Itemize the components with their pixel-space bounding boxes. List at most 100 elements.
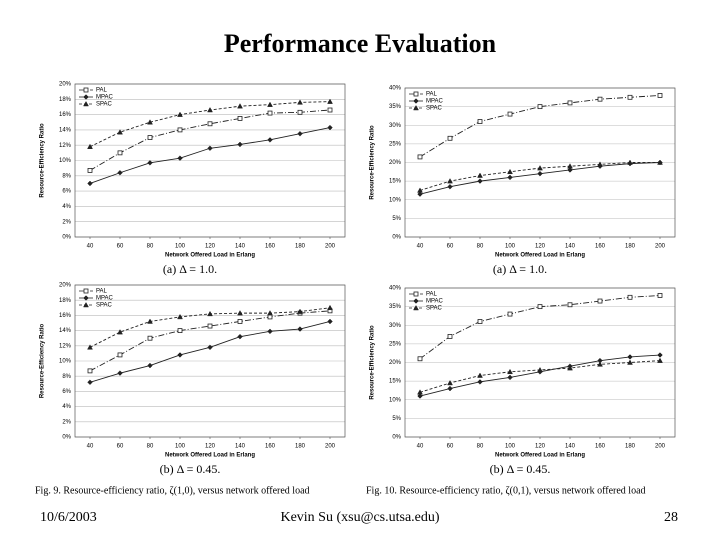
x-tick-label: 180 xyxy=(295,244,306,250)
y-tick-label: 8% xyxy=(62,173,71,179)
marker xyxy=(207,106,213,113)
x-tick-label: 60 xyxy=(447,444,454,450)
marker xyxy=(267,137,273,143)
marker xyxy=(627,294,633,300)
marker xyxy=(413,304,419,311)
y-tick-label: 12% xyxy=(59,143,72,149)
marker xyxy=(237,319,243,324)
marker xyxy=(447,334,453,339)
marker xyxy=(597,298,603,304)
x-tick-label: 100 xyxy=(505,444,516,450)
marker xyxy=(237,333,243,340)
x-tick-label: 80 xyxy=(477,444,484,450)
marker xyxy=(507,374,513,381)
marker xyxy=(117,150,123,156)
marker xyxy=(447,379,453,386)
marker xyxy=(537,366,543,373)
x-tick-label: 60 xyxy=(447,244,454,250)
footer-page: 28 xyxy=(664,510,678,525)
x-axis-label: Network Offered Load in Erlang xyxy=(165,253,255,259)
marker xyxy=(413,298,419,304)
marker xyxy=(177,155,183,161)
y-tick-label: 30% xyxy=(389,123,402,129)
marker xyxy=(477,379,483,385)
marker xyxy=(447,178,453,184)
y-tick-label: 2% xyxy=(62,419,71,425)
marker xyxy=(417,154,423,160)
legend-label: MPAC xyxy=(426,99,444,105)
footer-author: Kevin Su (xsu@cs.utsa.edu) xyxy=(280,510,439,525)
marker xyxy=(147,135,153,140)
legend-label: SPAC xyxy=(96,102,113,108)
marker xyxy=(507,368,513,375)
y-tick-label: 12% xyxy=(59,343,72,349)
marker xyxy=(177,328,183,334)
marker xyxy=(477,319,483,324)
marker xyxy=(537,165,543,171)
x-tick-label: 140 xyxy=(565,444,576,450)
x-tick-label: 180 xyxy=(625,444,636,450)
marker xyxy=(327,318,333,325)
marker xyxy=(237,141,243,148)
x-tick-label: 180 xyxy=(625,244,636,250)
legend-label: SPAC xyxy=(426,106,443,112)
x-tick-label: 40 xyxy=(87,444,94,450)
x-tick-label: 80 xyxy=(147,444,154,450)
marker xyxy=(177,111,183,117)
marker xyxy=(413,104,419,111)
marker xyxy=(207,310,213,317)
y-tick-label: 15% xyxy=(389,179,402,185)
series-line xyxy=(89,109,331,171)
marker xyxy=(627,94,633,100)
marker xyxy=(447,385,453,392)
x-tick-label: 180 xyxy=(295,444,306,450)
y-axis-label: Resource-Efficiency Ratio xyxy=(370,125,376,200)
marker xyxy=(147,119,153,125)
marker xyxy=(87,168,93,173)
marker xyxy=(507,111,513,117)
x-tick-label: 140 xyxy=(235,444,246,450)
x-tick-label: 140 xyxy=(565,244,576,250)
y-axis-label: Resource-Efficiency Ratio xyxy=(40,123,46,198)
marker xyxy=(267,101,273,107)
footer-date: 10/6/2003 xyxy=(40,510,97,525)
marker xyxy=(477,178,483,184)
x-tick-label: 80 xyxy=(147,244,154,250)
y-tick-label: 18% xyxy=(59,298,72,304)
x-tick-label: 200 xyxy=(325,244,336,250)
y-tick-label: 35% xyxy=(389,104,402,110)
marker xyxy=(477,172,483,178)
y-tick-label: 8% xyxy=(62,374,71,380)
x-tick-label: 60 xyxy=(117,244,124,250)
x-axis-label: Network Offered Load in Erlang xyxy=(495,453,585,459)
marker xyxy=(207,121,213,127)
marker xyxy=(507,168,513,175)
marker xyxy=(327,304,333,311)
marker xyxy=(147,318,153,324)
marker xyxy=(147,160,153,166)
legend-label: PAL xyxy=(96,88,108,94)
marker xyxy=(87,180,93,187)
marker xyxy=(537,104,543,110)
y-tick-label: 0% xyxy=(392,235,401,241)
x-axis-label: Network Offered Load in Erlang xyxy=(165,453,255,459)
chart-caption: (b) Δ = 0.45. xyxy=(490,462,551,476)
marker xyxy=(207,145,213,152)
y-tick-label: 35% xyxy=(389,304,402,310)
marker xyxy=(297,130,303,137)
marker xyxy=(327,98,333,104)
y-tick-label: 10% xyxy=(389,197,402,203)
marker xyxy=(417,356,423,362)
chart-caption: (b) Δ = 0.45. xyxy=(160,462,221,476)
marker xyxy=(567,365,573,371)
x-tick-label: 200 xyxy=(655,444,666,450)
marker xyxy=(507,174,513,181)
marker xyxy=(413,91,419,97)
y-tick-label: 10% xyxy=(389,397,402,403)
marker xyxy=(267,314,273,320)
marker xyxy=(117,169,123,176)
y-tick-label: 2% xyxy=(62,219,71,225)
legend-label: MPAC xyxy=(426,299,444,305)
marker xyxy=(297,99,303,105)
